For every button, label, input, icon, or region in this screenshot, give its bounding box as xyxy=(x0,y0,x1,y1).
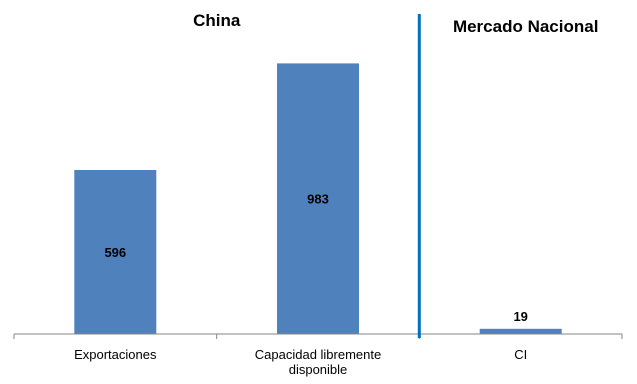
category-label-1: Exportaciones xyxy=(74,347,157,362)
category-labels-layer: Exportaciones Capacidad libremente disponi… xyxy=(74,347,527,377)
bar-1 xyxy=(74,170,157,334)
value-label-3: 19 xyxy=(513,309,527,324)
bar-2 xyxy=(277,63,359,335)
group-title-china: China xyxy=(193,11,241,30)
value-label-2: 983 xyxy=(307,192,329,207)
group-title-mercado-nacional: Mercado Nacional xyxy=(453,17,599,36)
category-label-3: CI xyxy=(514,347,527,362)
value-label-1: 596 xyxy=(104,245,126,260)
value-labels-layer: 596 983 19 xyxy=(104,192,527,324)
bar-3 xyxy=(479,328,562,334)
category-label-2: Capacidad libremente disponible xyxy=(255,347,381,377)
x-axis-ticks xyxy=(13,334,623,339)
bars-layer xyxy=(74,63,562,335)
